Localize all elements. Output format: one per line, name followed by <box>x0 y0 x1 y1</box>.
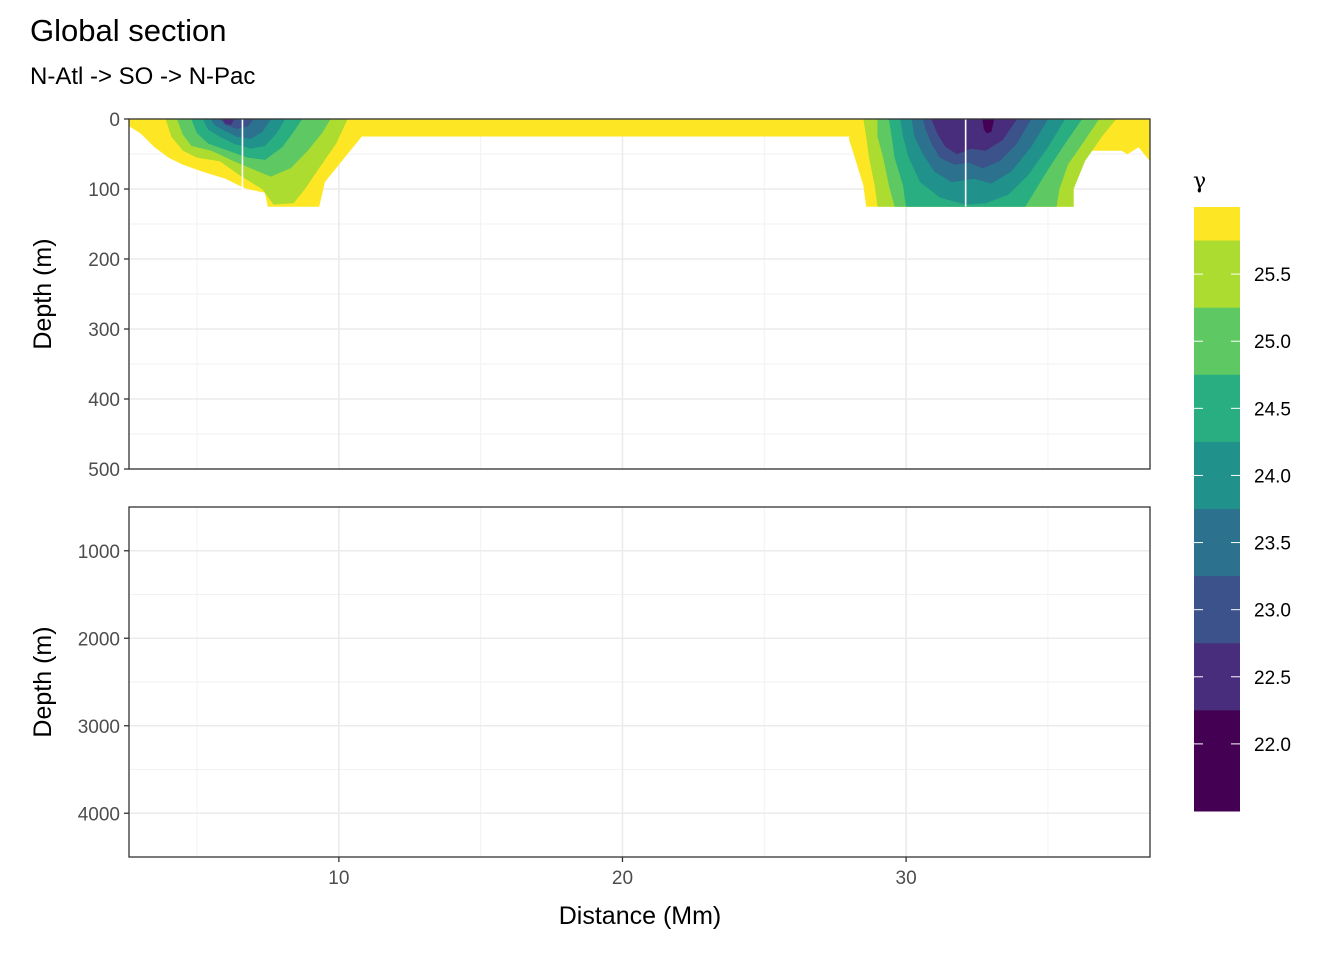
chart-title: Global section <box>30 13 226 48</box>
chart-subtitle: N-Atl -> SO -> N-Pac <box>30 63 255 90</box>
x-axis: 10 20 30 <box>328 857 917 889</box>
y-axis-label-upper: Depth (m) <box>29 238 57 349</box>
y-tick-label: 0 <box>109 110 120 131</box>
y-axis-label-lower: Depth (m) <box>29 626 57 737</box>
legend-label: 25.0 <box>1254 332 1291 353</box>
y-tick-label: 100 <box>88 180 120 201</box>
legend-label: 25.5 <box>1254 265 1291 286</box>
legend-swatch <box>1194 207 1240 242</box>
panel-upper-density-field <box>128 118 1151 207</box>
legend-label: 22.0 <box>1254 735 1291 756</box>
legend-title: γ <box>1193 169 1206 194</box>
legend-labels: 25.5 25.0 24.5 24.0 23.5 23.0 22.5 22.0 <box>1194 265 1291 756</box>
x-tick-label: 20 <box>612 868 633 889</box>
y-tick-label: 3000 <box>78 717 120 738</box>
legend: γ 25.5 25.0 24.5 24.0 23.5 23.0 22.5 22.0 <box>1193 169 1291 812</box>
x-tick-label: 30 <box>896 868 917 889</box>
panel-lower-y-axis: 1000 2000 3000 4000 <box>78 542 129 825</box>
density-band-surface <box>359 119 852 137</box>
panel-lower: 1000 2000 3000 4000 Depth (m) <box>29 506 1151 858</box>
legend-label: 23.5 <box>1254 534 1291 555</box>
y-tick-label: 300 <box>88 320 120 341</box>
density-field-north-pacific <box>849 118 1151 207</box>
y-tick-label: 200 <box>88 250 120 271</box>
y-tick-label: 400 <box>88 390 120 411</box>
x-axis-label: Distance (Mm) <box>559 902 722 930</box>
legend-swatch <box>1194 710 1240 812</box>
legend-label: 22.5 <box>1254 668 1291 689</box>
y-tick-label: 4000 <box>78 804 120 825</box>
x-tick-label: 10 <box>328 868 349 889</box>
panel-lower-border <box>128 506 1151 858</box>
y-tick-label: 500 <box>88 460 120 481</box>
panel-upper-section-breaks <box>241 119 967 207</box>
density-field-north-atlantic <box>128 118 362 207</box>
panel-upper-y-axis: 0 100 200 300 400 500 <box>88 110 129 481</box>
y-tick-label: 1000 <box>78 542 120 563</box>
legend-label: 24.0 <box>1254 466 1291 487</box>
legend-label: 24.5 <box>1254 399 1291 420</box>
panel-upper-border <box>128 118 1151 470</box>
panel-upper: 0 100 200 300 400 500 Depth (m) <box>29 110 1151 481</box>
legend-colorbar <box>1194 207 1240 812</box>
y-tick-label: 2000 <box>78 629 120 650</box>
legend-label: 23.0 <box>1254 601 1291 622</box>
